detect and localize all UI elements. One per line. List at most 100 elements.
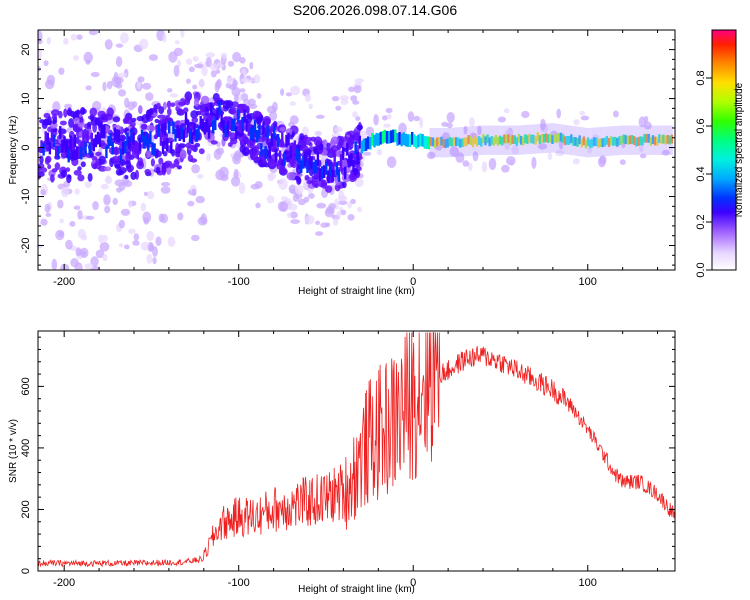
spectrogram-cell (360, 140, 364, 154)
spectrogram-cell (557, 133, 560, 142)
spectrogram-cell (644, 125, 647, 155)
spectrogram-cell (253, 74, 261, 84)
spectrogram-cell (138, 138, 142, 151)
spectrogram-cell (473, 135, 477, 145)
spectrogram-cell (490, 136, 493, 145)
spectrogram-cell (95, 151, 102, 157)
spectrogram-cell (479, 125, 482, 156)
spectrogram-cell (169, 93, 178, 98)
spectrogram-cell (667, 125, 671, 155)
spectrogram-cell (534, 124, 537, 154)
spectrogram-cell (439, 128, 443, 158)
spectrogram-cell (583, 127, 587, 157)
spectrogram-cell (267, 174, 275, 182)
spectrogram-cell (638, 125, 642, 155)
spectrogram-cell (102, 253, 108, 262)
spectrogram-cell (161, 182, 171, 187)
spectrogram-cell (180, 30, 185, 38)
spectrogram-cell (449, 146, 460, 157)
spectrogram-cell (628, 125, 631, 155)
spectrogram-cell (162, 101, 167, 110)
spectrogram-cell (382, 115, 388, 121)
spectrogram-cell (385, 130, 389, 144)
spectrogram-cell (87, 121, 92, 128)
spectrogram-cell (115, 129, 119, 142)
spectrogram-cell (304, 93, 311, 102)
spectrogram-cell (73, 117, 80, 125)
spectrogram-cell (616, 137, 619, 147)
spectrogram-cell (497, 125, 501, 155)
y-tick-label: 10 (20, 92, 32, 104)
spectrogram-cell (137, 76, 145, 83)
spectrogram-cell (134, 141, 137, 155)
spectrogram-cell (63, 38, 69, 45)
x-tick-label: 100 (579, 577, 597, 589)
spectrogram-cell (73, 55, 80, 61)
spectrogram-cell (186, 78, 191, 84)
spectrogram-cell (509, 136, 512, 146)
spectrogram-cell (98, 155, 106, 165)
spectrogram-cell (620, 135, 623, 145)
spectrogram-cell (455, 137, 458, 146)
spectrogram-cell (90, 71, 100, 78)
spectrogram-cell (441, 121, 449, 127)
spectrogram-cell (44, 203, 51, 213)
spectrogram-cell (463, 126, 467, 157)
spectrogram-cell (101, 125, 104, 139)
spectrogram-cell (100, 13, 105, 23)
spectrogram-cell (45, 212, 52, 217)
spectrogram-cell (474, 126, 477, 156)
spectrogram-cell (123, 244, 130, 250)
spectrogram-cell (561, 134, 565, 143)
spectrogram-cell (294, 184, 304, 195)
spectrogram-cell (573, 119, 580, 126)
spectrogram-cell (173, 159, 180, 168)
spectrogram-cell (133, 233, 140, 241)
spectrogram-cell (243, 109, 246, 123)
spectrogram-cell (118, 89, 127, 97)
spectrogram-cell (178, 143, 187, 149)
spectrogram-cell (254, 181, 263, 189)
spectrogram-cell (545, 133, 548, 143)
spectrogram-cell (465, 137, 468, 147)
spectrogram-cell (649, 137, 653, 146)
spectrogram-cell (312, 161, 315, 175)
spectrogram-cell (429, 128, 433, 158)
spectrogram-cell (513, 125, 516, 155)
spectrogram-cell (628, 135, 632, 145)
spectrogram-cell (185, 58, 193, 65)
spectrogram-cell (80, 13, 89, 22)
spectrogram-cell (205, 52, 216, 58)
spectrogram-cell (85, 215, 95, 220)
spectrogram-cell (563, 136, 567, 146)
spectrogram-cell (192, 84, 198, 90)
spectrogram-cell (442, 132, 450, 141)
spectrogram-cell (146, 253, 153, 264)
spectrogram-cell (253, 120, 257, 133)
spectrogram-cell (515, 137, 519, 146)
spectrogram-cell (219, 110, 225, 116)
spectrogram-cell (579, 110, 585, 116)
spectrogram-cell (183, 107, 189, 113)
spectrogram-cell (113, 146, 119, 156)
spectrogram-cell (200, 95, 210, 105)
spectrogram-cell (429, 137, 433, 146)
spectrogram-cell (342, 181, 347, 189)
spectrogram-cell (103, 113, 113, 121)
spectrogram-cell (170, 140, 173, 154)
spectrogram-cell (553, 133, 556, 143)
spectrogram-cell (146, 124, 156, 132)
spectrogram-cell (184, 12, 192, 18)
spectrogram-cell (604, 126, 608, 157)
spectrogram-cell (325, 222, 331, 228)
spectrogram-cell (119, 243, 123, 248)
spectrogram-cell (502, 125, 506, 155)
spectrogram-cell (450, 127, 453, 158)
spectrogram-cell (174, 128, 177, 142)
spectrogram-cell (239, 88, 246, 93)
spectrogram-cell (51, 113, 58, 121)
spectrogram-cell (98, 134, 102, 147)
spectrogram-cell (654, 125, 658, 155)
spectrogram-cell (455, 127, 459, 157)
